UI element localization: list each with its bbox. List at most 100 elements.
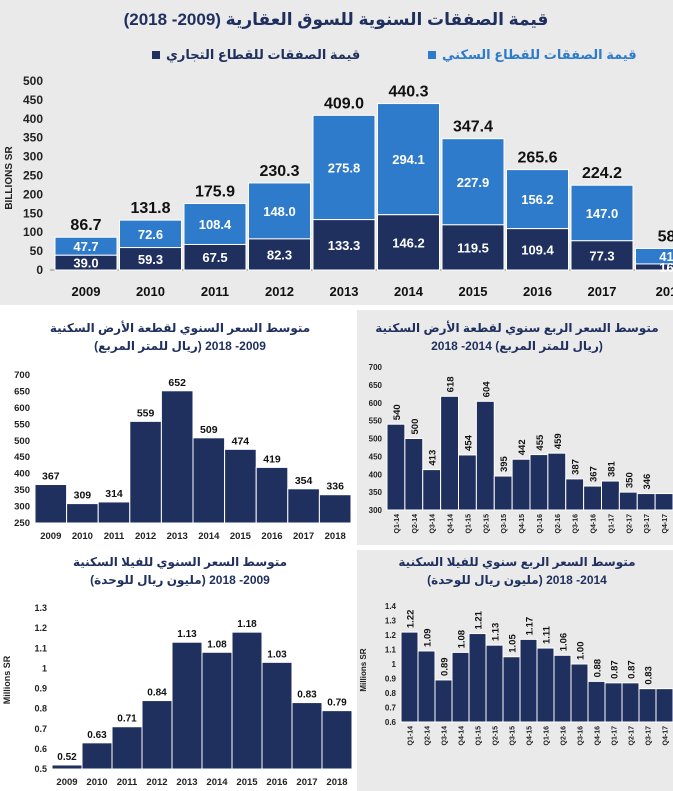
data-label: 1.06 [559,633,570,652]
x-tick-label: Q1-17 [608,514,615,534]
x-tick-label: 2013 [330,284,359,299]
data-label: 540 [392,404,403,420]
bar [519,638,538,723]
data-label-total: 230.3 [259,163,299,180]
x-tick-label: 2017 [293,531,314,542]
x-tick-label: 2009 [56,777,77,788]
data-label-total: 131.8 [130,200,170,217]
bar [601,480,620,511]
y-tick-label: 650 [369,381,383,390]
x-tick-label: Q1-15 [465,514,472,534]
bar [417,650,436,723]
bar-residential [248,182,311,240]
bar-commercial [635,263,673,271]
data-label-residential: 147.0 [586,206,619,221]
x-tick-label: Q4-17 [663,726,670,746]
data-label-total: 86.7 [70,217,101,234]
data-label: 0.79 [327,698,347,709]
x-tick-label: 2016 [261,531,282,542]
data-label-total: 175.9 [195,184,235,201]
bar [604,682,623,723]
data-label: 1.13 [177,629,197,640]
y-tick-label: 250 [23,169,43,183]
bar [224,448,257,524]
bar [493,475,513,511]
data-label: 1.03 [267,649,287,660]
bar [529,454,549,511]
x-tick-label: 201 [656,284,673,299]
x-tick-label: Q1-14 [408,726,415,746]
data-label-commercial: 77.3 [589,248,614,263]
data-label: 0.71 [117,714,137,725]
data-label: 474 [232,435,250,447]
data-label: 0.87 [627,660,638,679]
y-axis-label: Millions SR [359,648,368,691]
x-tick-label: Q1-16 [537,514,544,534]
data-label: 0.87 [610,660,621,679]
x-tick-label: 2015 [230,531,252,542]
y-tick-label: 1.1 [385,646,397,655]
main-stacked-bar-chart: قيمة الصفقات السنوية للسوق العقارية (200… [4,10,673,299]
data-label: 0.63 [87,730,107,741]
legend-swatch-residential [428,51,436,59]
bar [192,437,226,524]
x-tick-label: 2018 [326,777,347,788]
data-label-total: 347.4 [453,119,493,136]
bar [321,710,353,770]
x-tick-label: 2012 [135,531,156,542]
land-quarterly-panel: متوسط السعر الربع سنوي لقطعة الأرض السكن… [357,310,673,545]
x-tick-label: Q4-16 [591,514,598,534]
data-label-total: 265.6 [517,150,557,167]
bar [141,700,173,770]
y-tick-label: 0.8 [385,689,397,698]
x-tick-label: Q2-17 [626,514,633,534]
x-tick-label: 2012 [146,777,167,788]
y-tick-label: 1.1 [34,643,47,653]
bar [587,680,606,723]
y-tick-label: 450 [14,452,30,463]
x-tick-label: Q2-16 [561,726,568,746]
data-label-residential: 275.8 [328,160,361,175]
bar [66,503,99,524]
data-label: 1.05 [508,634,519,653]
x-tick-label: 2015 [236,777,258,788]
x-tick-label: Q3-17 [646,726,653,746]
y-tick-label: 1.3 [385,617,397,626]
y-tick-label: 500 [23,74,43,88]
bar [618,491,638,511]
x-tick-label: Q1-17 [612,726,619,746]
y-tick-label: 550 [369,417,383,426]
y-tick-label: 0.5 [34,764,47,774]
x-tick-label: 2010 [72,531,93,542]
bar [422,469,442,511]
data-label: 0.89 [440,657,451,676]
bar [565,478,585,511]
x-tick-label: 2015 [459,284,488,299]
x-tick-label: Q1-14 [394,514,401,534]
legend-swatch-commercial [152,51,160,59]
data-label-residential: 108.4 [199,217,232,232]
data-label: 454 [463,434,474,451]
bar [34,484,68,524]
x-tick-label: 2013 [167,531,188,542]
bar [621,682,640,723]
x-tick-label: 2017 [588,284,617,299]
data-label: 652 [168,377,186,389]
x-tick-label: Q2-14 [412,514,419,534]
bar [261,661,293,770]
bar [485,644,504,723]
chart-subtitle: ريال للمتر المربع) 2014- 2018) [431,339,603,353]
bar [583,485,602,511]
data-label-commercial: 109.4 [521,242,554,257]
y-tick-label: 700 [14,370,30,381]
x-tick-label: 2018 [325,531,346,542]
data-label: 559 [137,407,155,419]
bar-commercial [506,228,569,271]
y-tick-label: 450 [369,452,383,461]
data-label-commercial: 16 [659,260,673,275]
x-tick-label: Q4-15 [527,726,534,746]
data-label: 459 [553,433,564,449]
land-quarterly-bar-chart: متوسط السعر الربع سنوي لقطعة الأرض السكن… [369,320,673,534]
data-label-commercial: 39.0 [73,256,98,271]
y-tick-label: 0.7 [34,724,47,734]
